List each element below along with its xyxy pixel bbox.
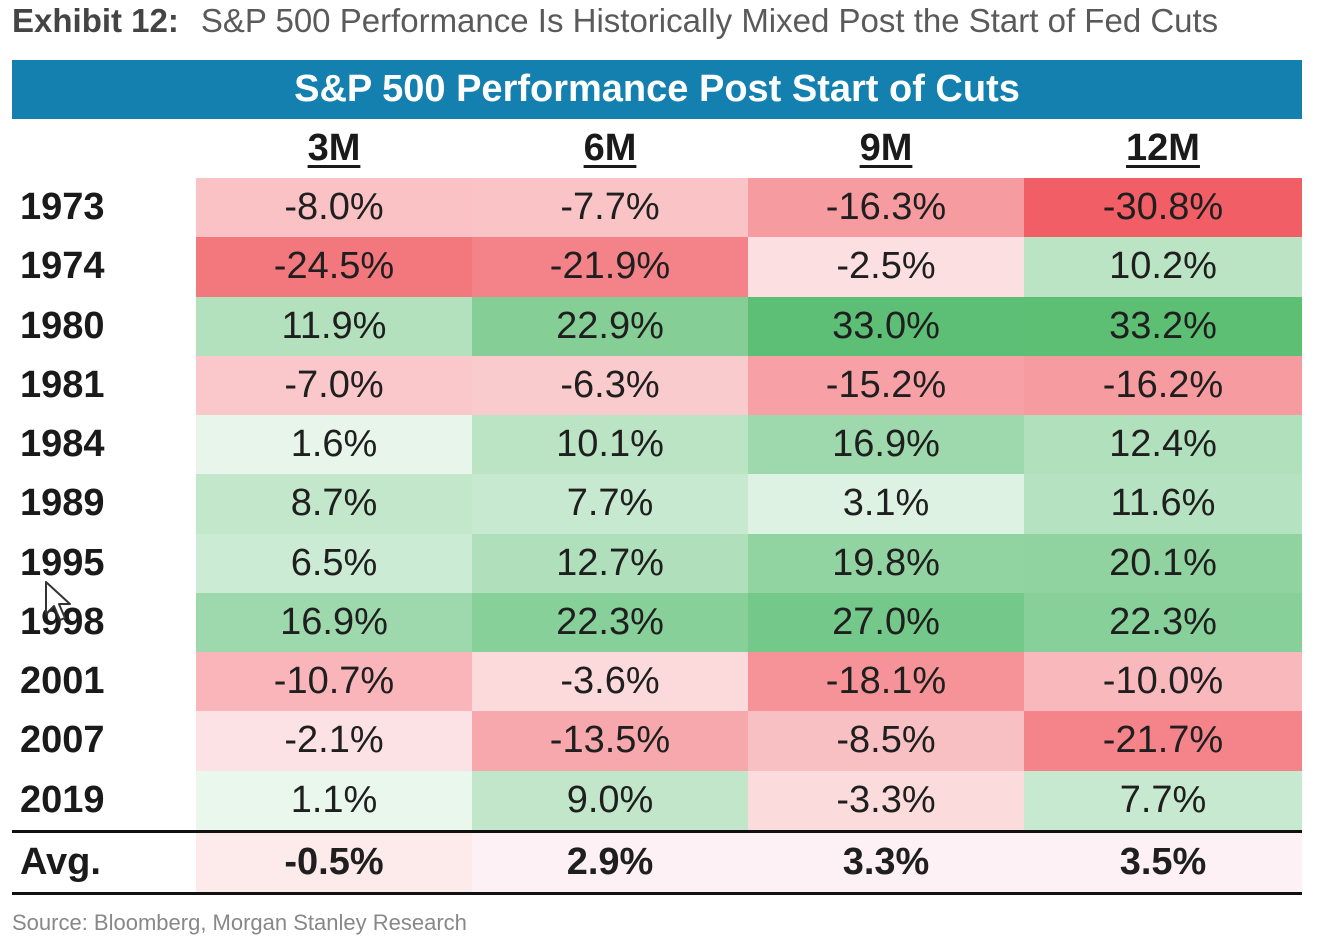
value-cell-3m: -8.0% <box>196 178 472 238</box>
table-row: 2019 1.1% 9.0% -3.3% 7.7% <box>12 770 1302 830</box>
row-label-year: 1981 <box>20 363 105 406</box>
value-cell-6m: 22.9% <box>472 296 748 356</box>
value-cell-12m: 11.6% <box>1024 474 1302 534</box>
table-row: 1980 11.9% 22.9% 33.0% 33.2% <box>12 296 1302 356</box>
average-cell-6m: 2.9% <box>472 832 748 892</box>
column-header-6m: 6M <box>583 127 637 169</box>
value-cell-12m: -16.2% <box>1024 355 1302 415</box>
row-label-year: 1984 <box>20 423 105 465</box>
value-cell-9m: -16.3% <box>748 178 1024 238</box>
average-divider <box>12 829 1302 833</box>
mouse-cursor-icon <box>45 581 71 621</box>
value-cell-6m: -6.3% <box>472 355 748 415</box>
value-cell-12m: -10.0% <box>1024 652 1302 712</box>
table-row: 1981 -7.0% -6.3% -15.2% -16.2% <box>12 355 1302 415</box>
row-label-year: 1980 <box>20 304 105 347</box>
value-cell-9m: 27.0% <box>748 592 1024 652</box>
value-cell-3m: 8.7% <box>196 474 472 534</box>
column-header-12m: 12M <box>1126 127 1200 169</box>
value-cell-12m: 33.2% <box>1024 296 1302 356</box>
value-cell-9m: -18.1% <box>748 652 1024 712</box>
table-row: 1973 -8.0% -7.7% -16.3% -30.8% <box>12 178 1302 238</box>
row-label-year: 1989 <box>20 482 105 525</box>
table-row: 1995 6.5% 12.7% 19.8% 20.1% <box>12 533 1302 593</box>
exhibit-label: Exhibit 12: <box>12 2 179 39</box>
value-cell-9m: 16.9% <box>748 415 1024 475</box>
value-cell-3m: 16.9% <box>196 592 472 652</box>
row-label-year: 2001 <box>20 660 105 702</box>
value-cell-12m: 7.7% <box>1024 770 1302 830</box>
value-cell-3m: -7.0% <box>196 355 472 415</box>
value-cell-3m: 6.5% <box>196 533 472 593</box>
value-cell-9m: 3.1% <box>748 474 1024 534</box>
value-cell-3m: 1.6% <box>196 415 472 475</box>
table-title: S&P 500 Performance Post Start of Cuts <box>12 60 1302 119</box>
row-label-year: 2019 <box>20 778 105 821</box>
table-body: 1973 -8.0% -7.7% -16.3% -30.8% 1974 -24.5% -21.… <box>12 178 1302 830</box>
value-cell-12m: 12.4% <box>1024 415 1302 475</box>
value-cell-6m: 7.7% <box>472 474 748 534</box>
average-label: Avg. <box>20 840 101 883</box>
performance-table: S&P 500 Performance Post Start of Cuts 3… <box>12 60 1302 895</box>
row-label-year: 1974 <box>20 245 105 288</box>
value-cell-3m: 1.1% <box>196 770 472 830</box>
exhibit-heading: Exhibit 12: S&P 500 Performance Is Histor… <box>12 0 1218 46</box>
value-cell-9m: 19.8% <box>748 533 1024 593</box>
header-spacer <box>12 119 196 178</box>
row-label-year: 1995 <box>20 541 105 584</box>
value-cell-3m: -10.7% <box>196 652 472 712</box>
value-cell-9m: 33.0% <box>748 296 1024 356</box>
bottom-rule <box>12 892 1302 895</box>
exhibit-title: S&P 500 Performance Is Historically Mixe… <box>200 2 1219 39</box>
column-header-row: 3M 6M 9M 12M <box>12 119 1302 178</box>
value-cell-12m: -30.8% <box>1024 178 1302 238</box>
value-cell-12m: -21.7% <box>1024 711 1302 771</box>
value-cell-9m: -15.2% <box>748 355 1024 415</box>
average-cell-12m: 3.5% <box>1024 832 1302 892</box>
value-cell-9m: -2.5% <box>748 237 1024 297</box>
value-cell-6m: 9.0% <box>472 770 748 830</box>
value-cell-12m: 20.1% <box>1024 533 1302 593</box>
value-cell-6m: -7.7% <box>472 178 748 238</box>
row-label-year: 1973 <box>20 186 105 228</box>
value-cell-6m: 10.1% <box>472 415 748 475</box>
value-cell-12m: 10.2% <box>1024 237 1302 297</box>
row-label-year: 1998 <box>20 600 105 643</box>
value-cell-6m: 12.7% <box>472 533 748 593</box>
value-cell-9m: -8.5% <box>748 711 1024 771</box>
value-cell-9m: -3.3% <box>748 770 1024 830</box>
column-header-3m: 3M <box>307 127 361 169</box>
table-row: 1974 -24.5% -21.9% -2.5% 10.2% <box>12 237 1302 297</box>
value-cell-3m: -2.1% <box>196 711 472 771</box>
source-note: Source: Bloomberg, Morgan Stanley Resear… <box>12 910 467 935</box>
table-row: 2007 -2.1% -13.5% -8.5% -21.7% <box>12 711 1302 771</box>
table-row: 1984 1.6% 10.1% 16.9% 12.4% <box>12 415 1302 475</box>
value-cell-3m: -24.5% <box>196 237 472 297</box>
table-row: 1989 8.7% 7.7% 3.1% 11.6% <box>12 474 1302 534</box>
table-row: 2001 -10.7% -3.6% -18.1% -10.0% <box>12 652 1302 712</box>
value-cell-6m: 22.3% <box>472 592 748 652</box>
column-header-9m: 9M <box>859 127 913 169</box>
value-cell-6m: -21.9% <box>472 237 748 297</box>
table-row: 1998 16.9% 22.3% 27.0% 22.3% <box>12 592 1302 652</box>
value-cell-12m: 22.3% <box>1024 592 1302 652</box>
value-cell-3m: 11.9% <box>196 296 472 356</box>
average-cell-9m: 3.3% <box>748 832 1024 892</box>
average-row: Avg. -0.5% 2.9% 3.3% 3.5% <box>12 832 1302 892</box>
row-label-year: 2007 <box>20 719 105 762</box>
value-cell-6m: -13.5% <box>472 711 748 771</box>
average-cell-3m: -0.5% <box>196 832 472 892</box>
value-cell-6m: -3.6% <box>472 652 748 712</box>
